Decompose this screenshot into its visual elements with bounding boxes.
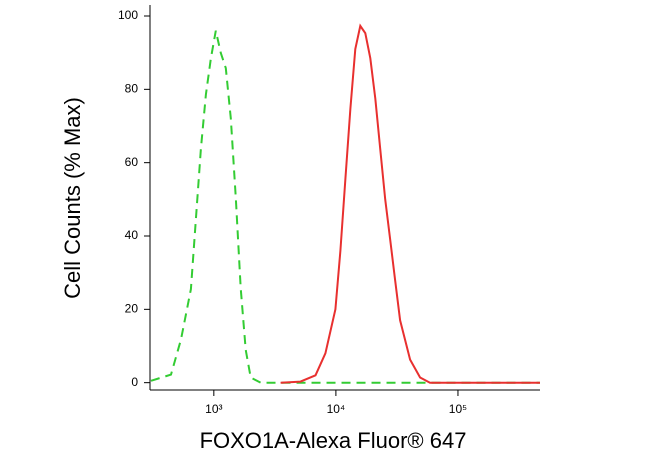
- x-tick-label: 10³: [205, 402, 222, 416]
- y-tick-label: 20: [125, 302, 139, 316]
- y-tick-label: 80: [125, 82, 139, 96]
- series-line: [280, 23, 540, 384]
- y-tick-label: 60: [125, 155, 139, 169]
- x-axis-label: FOXO1A-Alexa Fluor® 647: [200, 428, 467, 453]
- x-tick-label: 10⁵: [449, 402, 467, 416]
- x-tick-label: 10⁴: [327, 402, 346, 416]
- y-tick-label: 0: [131, 375, 138, 389]
- y-tick-label: 40: [125, 228, 139, 242]
- y-tick-label: 100: [118, 8, 138, 22]
- series-line: [150, 30, 540, 384]
- y-axis-label: Cell Counts (% Max): [60, 97, 85, 299]
